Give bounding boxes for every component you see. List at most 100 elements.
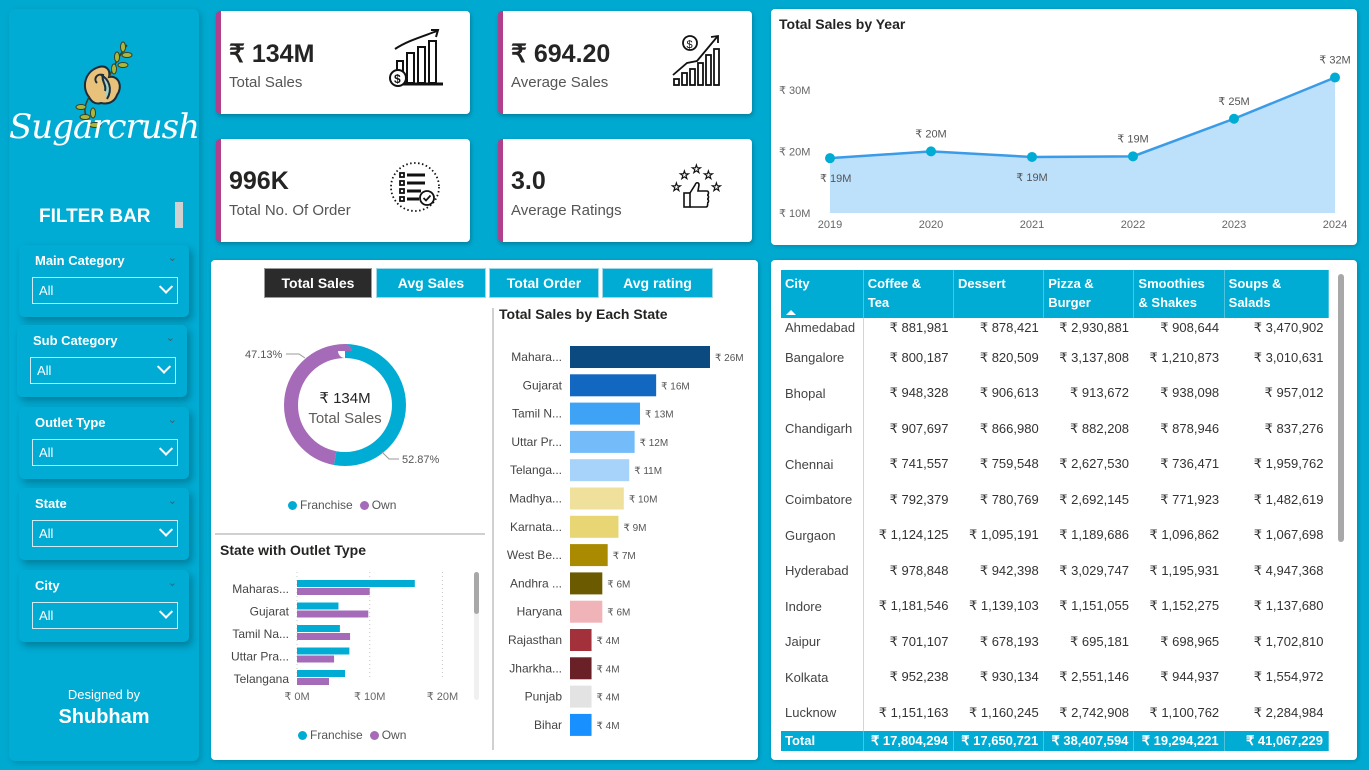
- state-bar: [570, 402, 640, 425]
- value-cell: ₹ 1,096,862: [1149, 527, 1220, 543]
- legend-label: Franchise: [300, 498, 353, 512]
- column-header[interactable]: Soups & Salads: [1224, 270, 1330, 318]
- city-cell: Hyderabad: [781, 553, 864, 589]
- data-label: ₹ 19M: [1117, 133, 1148, 145]
- chevron-down-icon[interactable]: ⌄: [167, 413, 177, 426]
- sort-ascending-icon[interactable]: [786, 310, 796, 315]
- data-label: ₹ 16M: [661, 381, 690, 392]
- table-row[interactable]: Coimbatore ₹ 792,379 ₹ 780,769 ₹ 2,692,145 ₹…: [781, 482, 1329, 518]
- designed-by-label: Designed by: [67, 687, 141, 702]
- column-header-text: Burger: [1048, 295, 1091, 310]
- value-cell: ₹ 908,644: [1160, 320, 1220, 335]
- tab-total-sales[interactable]: Total Sales: [264, 268, 372, 298]
- kpi-card-total-sales: ₹ 134M Total Sales $: [216, 11, 470, 114]
- data-label: ₹ 19M: [820, 173, 851, 185]
- svg-text:☆: ☆: [711, 180, 722, 194]
- chart-title: Total Sales by Each State: [499, 306, 668, 322]
- data-label: ₹ 32M: [1319, 54, 1350, 66]
- data-label: ₹ 11M: [634, 466, 662, 477]
- city-cell: Jaipur: [781, 624, 864, 660]
- y-tick-label: ₹ 30M: [779, 85, 810, 97]
- value-cell: ₹ 736,471: [1160, 456, 1220, 472]
- value-cell: ₹ 1,210,873: [1149, 349, 1220, 365]
- city-cell: Indore: [781, 588, 864, 624]
- value-cell: ₹ 2,551,146: [1059, 669, 1129, 685]
- state-bar: [570, 600, 603, 623]
- outlet-type-dropdown[interactable]: All: [32, 439, 178, 466]
- data-label: ₹ 12M: [640, 438, 669, 449]
- table-row[interactable]: Bhopal ₹ 948,328 ₹ 906,613 ₹ 913,672 ₹ 938,0…: [781, 375, 1329, 411]
- slicer-state: State ⌄ All: [19, 488, 189, 560]
- tab-avg-sales[interactable]: Avg Sales: [376, 268, 486, 298]
- table-row[interactable]: Hyderabad ₹ 978,848 ₹ 942,398 ₹ 3,029,747 ₹ …: [781, 553, 1329, 589]
- value-cell: ₹ 942,398: [979, 562, 1039, 578]
- chevron-down-icon[interactable]: ⌄: [167, 494, 177, 507]
- main-category-dropdown[interactable]: All: [32, 277, 178, 304]
- city-dropdown[interactable]: All: [32, 602, 178, 629]
- data-point: [1330, 72, 1340, 83]
- table-row[interactable]: Ahmedabad ₹ 881,981 ₹ 878,421 ₹ 2,930,881 ₹ …: [781, 318, 1329, 340]
- tab-avg-rating[interactable]: Avg rating: [602, 268, 713, 298]
- filter-bar-marker: [175, 202, 183, 228]
- table-row[interactable]: Jaipur ₹ 701,107 ₹ 678,193 ₹ 695,181 ₹ 698,9…: [781, 624, 1329, 660]
- value-cell: ₹ 944,937: [1160, 669, 1220, 685]
- table-row[interactable]: Gurgaon ₹ 1,124,125 ₹ 1,095,191 ₹ 1,189,686…: [781, 517, 1329, 553]
- outlet-chart-scrollbar-track[interactable]: [474, 572, 479, 700]
- dropdown-value: All: [39, 445, 54, 460]
- chevron-down-icon[interactable]: ⌄: [167, 251, 177, 264]
- dropdown-value: All: [39, 526, 54, 541]
- table-row[interactable]: Bangalore ₹ 800,187 ₹ 820,509 ₹ 3,137,808 ₹ …: [781, 340, 1329, 376]
- column-header[interactable]: Smoothies & Shakes: [1133, 270, 1225, 318]
- table-row[interactable]: Lucknow ₹ 1,151,163 ₹ 1,160,245 ₹ 2,742,908…: [781, 695, 1329, 731]
- city-cell: Chandigarh: [781, 411, 864, 447]
- area-fill: [830, 77, 1335, 213]
- outlet-chart-scrollbar-thumb[interactable]: [474, 572, 479, 614]
- brand-name: Sugarcrush: [9, 107, 200, 147]
- value-cell: ₹ 1,151,163: [878, 704, 949, 720]
- value-cell: ₹ 2,284,984: [1253, 704, 1324, 720]
- chevron-down-icon[interactable]: ⌄: [165, 331, 175, 344]
- column-header[interactable]: Pizza & Burger: [1043, 270, 1135, 318]
- value-cell: ₹ 1,959,762: [1253, 456, 1324, 472]
- column-header-text: City: [785, 276, 810, 291]
- table-row[interactable]: Kolkata ₹ 952,238 ₹ 930,134 ₹ 2,551,146 ₹ 94…: [781, 659, 1329, 695]
- value-cell: ₹ 771,923: [1160, 491, 1220, 507]
- category-label: Uttar Pra...: [231, 650, 289, 664]
- table-row[interactable]: Indore ₹ 1,181,546 ₹ 1,139,103 ₹ 1,151,055 ₹…: [781, 588, 1329, 624]
- state-bar: [570, 544, 608, 567]
- state-bar: [570, 430, 635, 453]
- column-header[interactable]: Coffee & Tea: [863, 270, 954, 318]
- tab-total-order[interactable]: Total Order: [489, 268, 599, 298]
- value-cell: ₹ 1,095,191: [968, 527, 1039, 543]
- value-cell: ₹ 800,187: [889, 349, 949, 365]
- value-cell: ₹ 2,930,881: [1059, 320, 1129, 335]
- sub-category-dropdown[interactable]: All: [30, 357, 176, 384]
- value-cell: ₹ 948,328: [889, 385, 949, 401]
- state-dropdown[interactable]: All: [32, 520, 178, 547]
- sales-by-year-panel: Total Sales by Year ₹ 10M ₹ 20M ₹ 30M ₹ 19M…: [771, 9, 1357, 245]
- slicer-main-category: Main Category ⌄ All: [19, 245, 189, 317]
- total-cell: ₹ 17,804,294: [863, 730, 954, 751]
- bar-own: [297, 588, 370, 595]
- section-divider: [215, 533, 485, 535]
- slicer-label: City: [35, 578, 60, 593]
- value-cell: ₹ 1,554,972: [1253, 669, 1324, 685]
- category-label: Uttar Pr...: [511, 435, 562, 449]
- category-label: Andhra ...: [510, 576, 562, 590]
- x-tick-label: 2020: [919, 219, 943, 231]
- value-cell: ₹ 913,672: [1070, 385, 1129, 401]
- value-cell: ₹ 1,151,055: [1059, 598, 1129, 614]
- column-header[interactable]: City: [781, 270, 864, 318]
- column-header[interactable]: Dessert: [953, 270, 1045, 318]
- chevron-down-icon: [158, 279, 174, 294]
- chevron-down-icon: [158, 604, 174, 619]
- chevron-down-icon[interactable]: ⌄: [167, 576, 177, 589]
- table-row[interactable]: Chandigarh ₹ 907,697 ₹ 866,980 ₹ 882,208 ₹ 8…: [781, 411, 1329, 447]
- data-point: [926, 146, 936, 157]
- table-row[interactable]: Chennai ₹ 741,557 ₹ 759,548 ₹ 2,627,530 ₹ 73…: [781, 446, 1329, 482]
- city-cell: Gurgaon: [781, 517, 864, 553]
- value-cell: ₹ 2,742,908: [1059, 704, 1129, 720]
- matrix-scrollbar[interactable]: [1338, 274, 1344, 542]
- city-cell: Bangalore: [781, 340, 864, 376]
- category-label: Haryana: [517, 605, 563, 619]
